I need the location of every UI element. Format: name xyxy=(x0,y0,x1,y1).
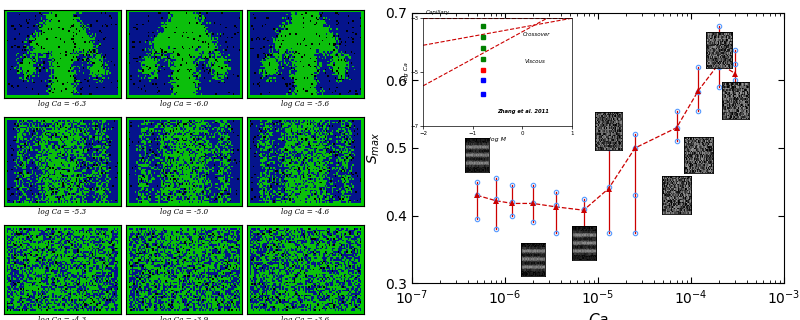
X-axis label: $\mathbf{\mathit{Ca}}$: $\mathbf{\mathit{Ca}}$ xyxy=(587,312,609,320)
Y-axis label: $S_{max}$: $S_{max}$ xyxy=(366,132,382,164)
X-axis label: log Ca = -5.0: log Ca = -5.0 xyxy=(160,208,208,216)
X-axis label: log Ca = -4.6: log Ca = -4.6 xyxy=(282,208,330,216)
X-axis label: log Ca = -6.0: log Ca = -6.0 xyxy=(160,100,208,108)
X-axis label: log Ca = -5.6: log Ca = -5.6 xyxy=(282,100,330,108)
X-axis label: log Ca = -3.9: log Ca = -3.9 xyxy=(160,316,208,320)
X-axis label: log Ca = -6.3: log Ca = -6.3 xyxy=(38,100,86,108)
X-axis label: log Ca = -5.3: log Ca = -5.3 xyxy=(38,208,86,216)
X-axis label: log Ca = -3.6: log Ca = -3.6 xyxy=(282,316,330,320)
X-axis label: log Ca = -4.3: log Ca = -4.3 xyxy=(38,316,86,320)
